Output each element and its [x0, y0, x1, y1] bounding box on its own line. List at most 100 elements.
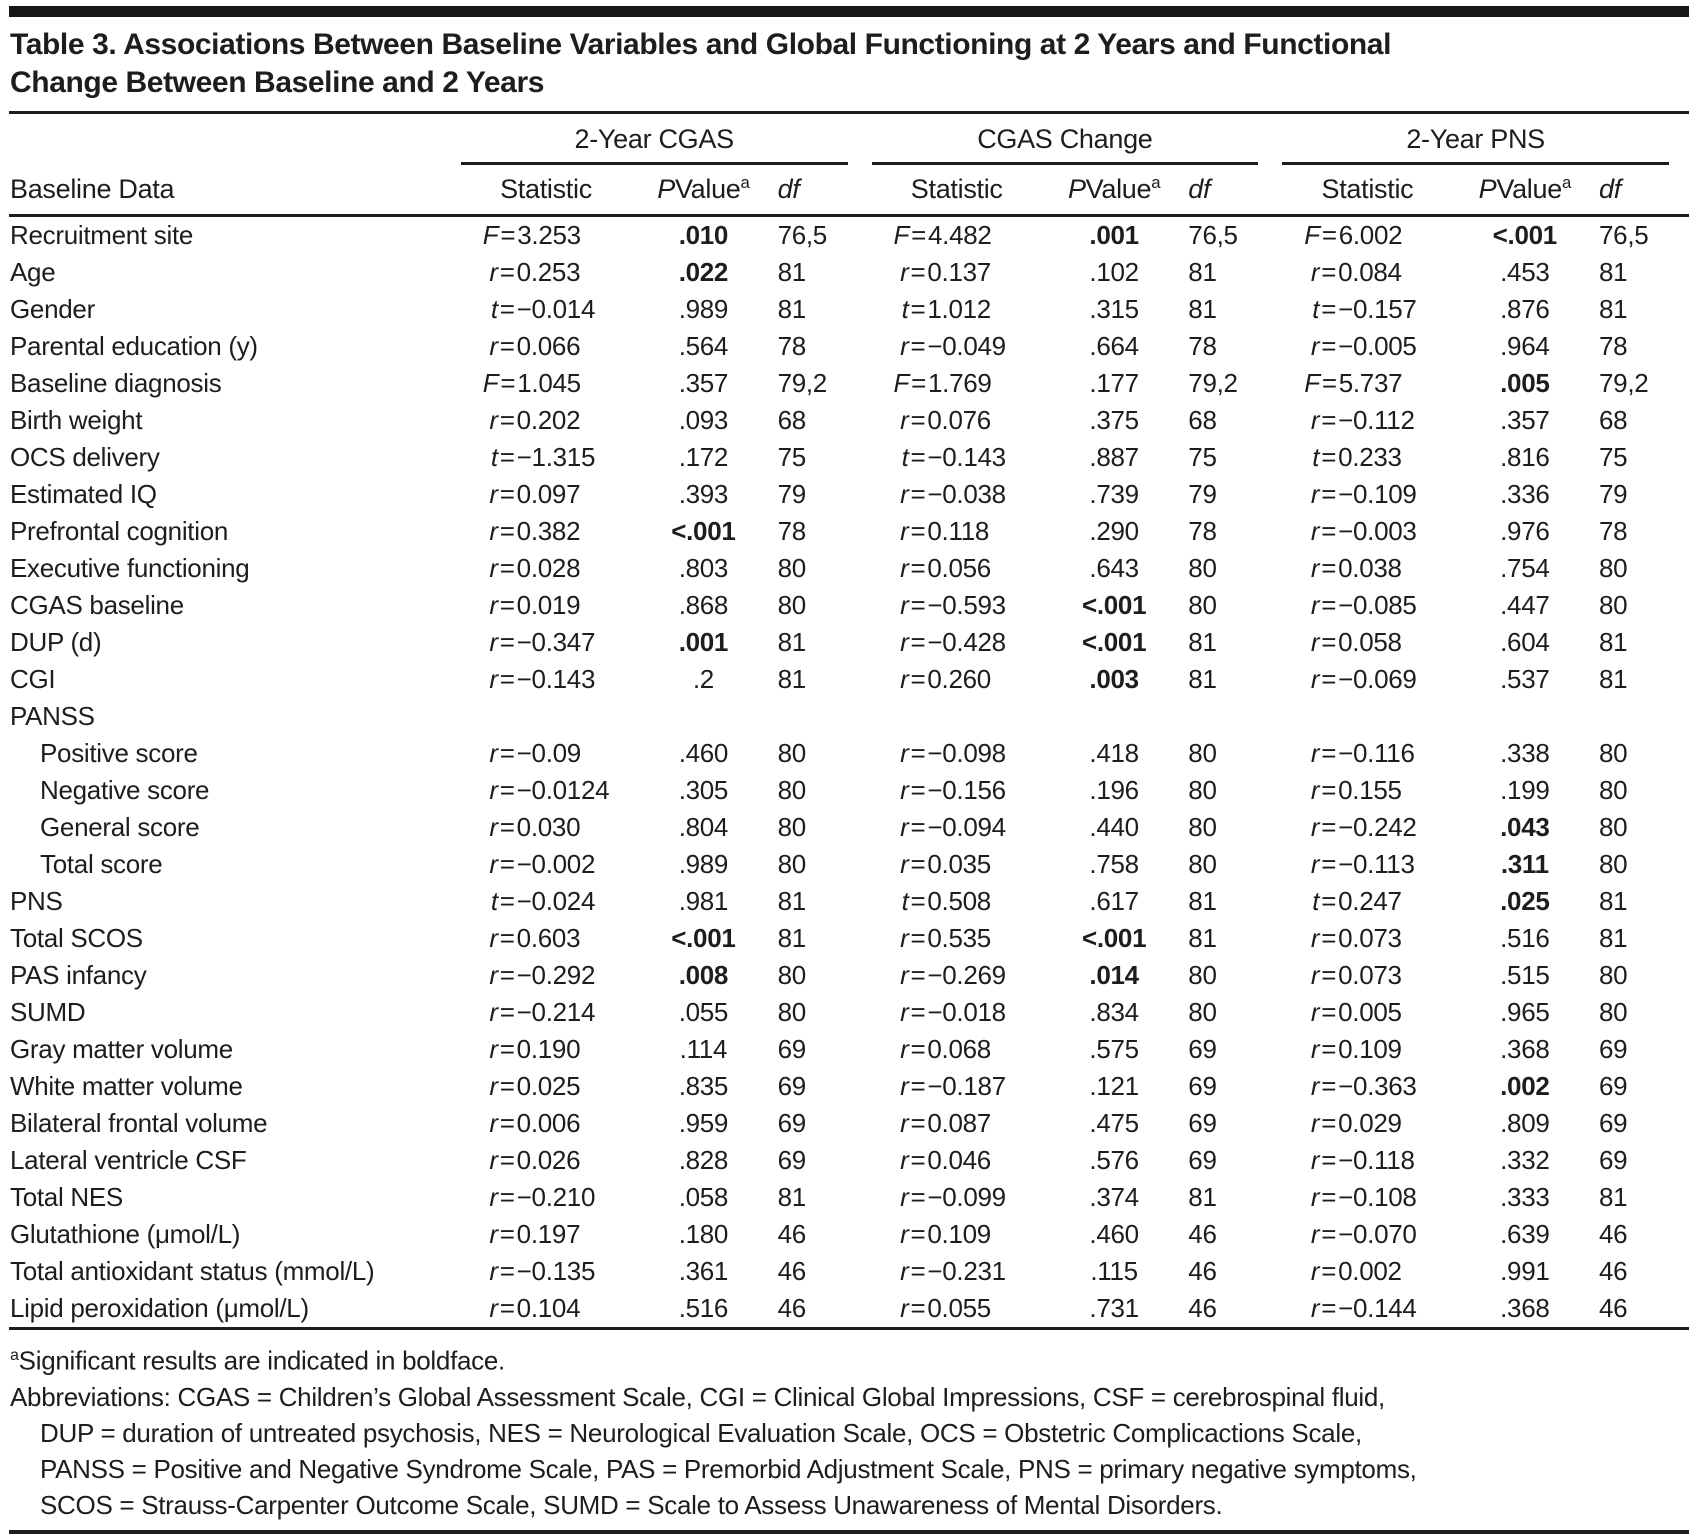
cell-statistic: r=0.002	[1278, 1253, 1456, 1290]
statistic-value: −0.069	[1338, 664, 1417, 694]
statistic-variable: r	[900, 627, 909, 657]
cell-pvalue: .315	[1089, 294, 1139, 324]
row-label: Baseline diagnosis	[10, 368, 222, 398]
statistic-variable: r	[489, 405, 498, 435]
cell-pvalue: .196	[1089, 775, 1139, 805]
cell-statistic: r=−0.085	[1278, 587, 1456, 624]
statistic-variable: r	[1310, 1182, 1320, 1212]
cell-statistic: r=0.055	[867, 1290, 1046, 1330]
statistic-variable: r	[900, 775, 909, 805]
cell-df: 81	[1188, 664, 1217, 694]
cell-df: 68	[777, 405, 807, 435]
row-label: Prefrontal cognition	[10, 516, 229, 546]
statistic-variable: t	[490, 294, 498, 324]
row-label: SUMD	[10, 997, 86, 1027]
cell-statistic: r=0.073	[1278, 920, 1456, 957]
p-rest: Value	[674, 174, 741, 204]
statistic-value: 0.073	[1338, 960, 1402, 990]
cell-statistic: r=0.029	[1278, 1105, 1456, 1142]
cell-df: 81	[1599, 257, 1628, 287]
equals-sign: =	[499, 294, 515, 324]
group-spacer	[9, 114, 457, 165]
cell-df: 81	[777, 257, 807, 287]
statistic-variable: r	[1310, 627, 1320, 657]
row-label: Negative score	[40, 775, 210, 805]
cell-statistic: r=0.087	[868, 1105, 1046, 1142]
equals-sign: =	[910, 812, 926, 842]
cell-df: 69	[1188, 1034, 1217, 1064]
cell-statistic: t=0.233	[1278, 439, 1456, 476]
equals-sign: =	[910, 1108, 926, 1138]
footnotes: aSignificant results are indicated in bo…	[10, 1337, 1689, 1523]
footnote-superscript: a	[10, 1346, 19, 1364]
equals-sign: =	[910, 590, 926, 620]
statistic-value: −0.157	[1338, 294, 1417, 324]
statistic-variable: t	[1312, 294, 1320, 324]
cell-df: 79	[1599, 479, 1628, 509]
cell-pvalue: .564	[678, 331, 729, 361]
cell-statistic: r=0.097	[457, 476, 635, 513]
cell-statistic: r=−0.003	[1278, 513, 1456, 550]
cell-pvalue: .816	[1500, 442, 1550, 472]
cell-pvalue: .876	[1500, 294, 1550, 324]
statistic-variable: r	[900, 331, 909, 361]
equals-sign: =	[1321, 516, 1337, 546]
equals-sign: =	[910, 516, 926, 546]
cell-pvalue: .887	[1089, 442, 1139, 472]
cell-pvalue: .828	[678, 1145, 729, 1175]
footnote-abbrev-line-2: DUP = duration of untreated psychosis, N…	[40, 1417, 1362, 1448]
equals-sign: =	[500, 368, 516, 398]
statistic-value: −0.109	[1338, 479, 1417, 509]
equals-sign: =	[499, 812, 515, 842]
row-label: Gender	[10, 294, 95, 324]
cell-pvalue: .043	[1500, 812, 1550, 842]
cell-df: 78	[1188, 331, 1217, 361]
equals-sign: =	[910, 775, 926, 805]
statistic-variable: r	[900, 997, 909, 1027]
cell-pvalue: .981	[678, 886, 729, 916]
equals-sign: =	[499, 479, 515, 509]
cell-pvalue: .965	[1500, 997, 1550, 1027]
cell-pvalue: .393	[678, 479, 729, 509]
cell-statistic: t=−1.315	[457, 439, 635, 476]
cell-df: 75	[777, 442, 807, 472]
top-rule	[9, 6, 1689, 17]
cell-pvalue: .418	[1089, 738, 1139, 768]
cell-statistic: t=0.247	[1278, 883, 1456, 920]
equals-sign: =	[499, 516, 515, 546]
cell-pvalue	[1457, 698, 1593, 735]
table-row: PNS t=−0.024.981 81 t=0.508.617 81 t=0.247.02…	[9, 883, 1689, 920]
equals-sign: =	[499, 1108, 515, 1138]
equals-sign: =	[499, 1256, 515, 1286]
section-row: PANSS	[9, 698, 1689, 735]
table-row: CGI r=−0.143.2 81 r=0.260.003 81 r=−0.069.537…	[9, 661, 1689, 698]
cell-pvalue: .515	[1500, 960, 1550, 990]
statistic-variable: r	[900, 553, 909, 583]
cell-statistic: r=−0.112	[1278, 402, 1456, 439]
statistic-variable: r	[900, 849, 909, 879]
equals-sign: =	[1321, 738, 1337, 768]
equals-sign: =	[910, 849, 926, 879]
equals-sign: =	[910, 1256, 926, 1286]
row-label: Parental education (y)	[10, 331, 258, 361]
equals-sign: =	[1321, 664, 1337, 694]
row-label: PANSS	[10, 701, 95, 731]
statistic-variable: t	[901, 886, 909, 916]
table-row: Executive functioning r=0.028.803 80 r=0.05…	[9, 550, 1689, 587]
cell-df: 46	[1593, 1290, 1689, 1330]
cell-pvalue: .014	[1089, 960, 1139, 990]
p-rest: Value	[1496, 174, 1562, 204]
statistic-value: 0.005	[1338, 997, 1402, 1027]
cell-df: 80	[777, 738, 807, 768]
cell-df: 68	[1188, 405, 1217, 435]
statistic-value: −0.292	[516, 960, 596, 990]
statistic-value: 0.035	[927, 849, 991, 879]
cell-pvalue: .989	[678, 849, 729, 879]
statistic-value: −0.143	[927, 442, 1006, 472]
cell-df: 81	[1188, 257, 1217, 287]
statistic-value: 1.045	[517, 368, 581, 398]
table-title-line-1: Table 3. Associations Between Baseline V…	[10, 28, 1392, 61]
statistic-variable: r	[489, 1256, 498, 1286]
cell-statistic: r=0.025	[457, 1068, 635, 1105]
row-label: General score	[40, 812, 200, 842]
